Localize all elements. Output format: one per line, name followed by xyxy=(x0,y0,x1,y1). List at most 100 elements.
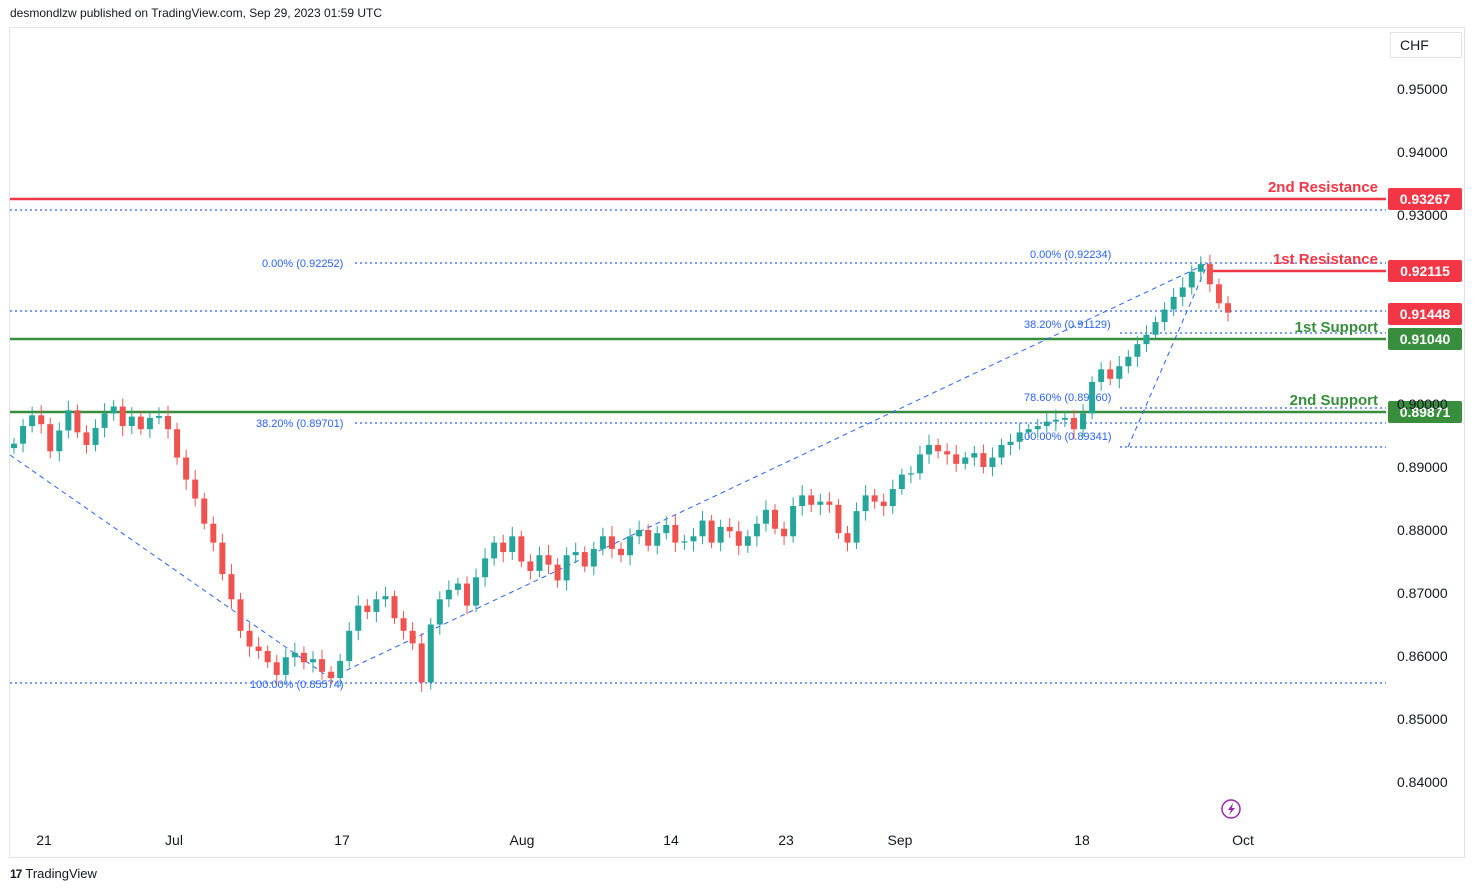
candle xyxy=(282,648,289,682)
candle-body xyxy=(165,415,172,430)
candle-body xyxy=(708,520,715,543)
candle-body xyxy=(291,652,298,658)
candle xyxy=(935,438,942,459)
tradingview-logo-icon: 17 xyxy=(10,866,22,881)
candle-body xyxy=(1134,344,1141,357)
candle xyxy=(83,425,90,454)
axes: 0.95000 0.94000 0.93000 0.90000 0.89000 0.880… xyxy=(36,81,1448,848)
level-name: 1st Resistance xyxy=(1273,251,1378,268)
x-tick-label: 14 xyxy=(663,832,679,848)
candle xyxy=(681,534,688,550)
candle xyxy=(137,410,144,435)
candle xyxy=(989,447,996,477)
candle xyxy=(237,592,244,638)
candle-body xyxy=(174,429,181,458)
candle xyxy=(953,444,960,472)
candle xyxy=(835,499,842,539)
candle-body xyxy=(527,561,534,571)
candle xyxy=(74,404,81,439)
candle-body xyxy=(20,426,27,444)
candle xyxy=(971,445,978,467)
candle xyxy=(627,528,634,566)
candle xyxy=(29,406,36,433)
candle-body xyxy=(962,457,969,464)
candle-body xyxy=(337,661,344,679)
candle xyxy=(400,611,407,640)
candle-body xyxy=(536,555,543,571)
candle xyxy=(418,633,425,692)
candle xyxy=(926,434,933,464)
price-tag: 0.91040 xyxy=(1400,331,1451,347)
candle-body xyxy=(83,432,90,445)
candle xyxy=(219,533,226,581)
candle-body xyxy=(898,474,905,490)
fib-label: 38.20% (0.89701) xyxy=(256,418,343,430)
candle-body xyxy=(772,509,779,529)
candle xyxy=(391,590,398,624)
tradingview-branding[interactable]: 17 TradingView xyxy=(10,866,97,881)
candle-body xyxy=(608,536,615,549)
candle xyxy=(1143,325,1150,353)
candle xyxy=(364,599,371,620)
price-tag-bg xyxy=(1388,401,1462,423)
candle-body xyxy=(382,596,389,600)
candle-body xyxy=(1080,413,1087,430)
candle-body xyxy=(663,524,670,534)
candle xyxy=(155,407,162,425)
level-name: 1st Support xyxy=(1295,319,1378,336)
candle xyxy=(264,645,271,668)
candle-body xyxy=(56,430,63,452)
candle xyxy=(1170,288,1177,316)
candle-body xyxy=(1107,369,1114,379)
candle xyxy=(1034,418,1041,438)
candle xyxy=(889,479,896,514)
candle-body xyxy=(92,427,99,445)
x-tick-label: 18 xyxy=(1074,832,1090,848)
currency-selector[interactable]: CHF xyxy=(1390,32,1462,58)
candle-body xyxy=(1161,309,1168,323)
candle xyxy=(1025,423,1032,439)
lightning-icon[interactable] xyxy=(1221,799,1241,819)
candle xyxy=(146,410,153,438)
candle-body xyxy=(400,618,407,631)
candle-body xyxy=(1125,356,1132,367)
candle-body xyxy=(1007,441,1014,445)
candle xyxy=(427,618,434,690)
candle-body xyxy=(29,415,36,427)
candle xyxy=(735,521,742,556)
candle-body xyxy=(445,589,452,600)
candle-body xyxy=(1206,264,1213,285)
candle-body xyxy=(482,558,489,578)
candle xyxy=(174,422,181,465)
candle-body xyxy=(599,536,606,549)
x-tick-label: Aug xyxy=(510,832,535,848)
candle-body xyxy=(1061,417,1068,420)
candle xyxy=(907,466,914,484)
candle-body xyxy=(889,489,896,507)
candle xyxy=(328,666,335,684)
candle xyxy=(799,485,806,516)
chart-frame[interactable] xyxy=(9,27,1465,858)
candle-body xyxy=(1043,421,1050,427)
y-tick-label: 0.94000 xyxy=(1397,144,1448,160)
candle-body xyxy=(500,542,507,553)
candle-body xyxy=(826,501,833,505)
candle xyxy=(1098,362,1105,391)
candle-body xyxy=(1197,264,1204,272)
y-tick-label: 0.93000 xyxy=(1397,207,1448,223)
candle xyxy=(817,493,824,516)
candle xyxy=(47,417,54,459)
y-tick-label: 0.89000 xyxy=(1397,459,1448,475)
candle-body xyxy=(418,643,425,683)
candle-body xyxy=(74,410,81,433)
candle-body xyxy=(1179,287,1186,297)
price-tag-bg xyxy=(1388,260,1462,282)
price-tag: 0.89871 xyxy=(1400,404,1451,420)
y-tick-label: 0.95000 xyxy=(1397,81,1448,97)
candle-body xyxy=(201,498,208,524)
candle-body xyxy=(799,495,806,507)
candle-body xyxy=(219,542,226,575)
fib-label: 100.00% (0.85574) xyxy=(250,679,344,691)
candle-body xyxy=(980,453,987,467)
